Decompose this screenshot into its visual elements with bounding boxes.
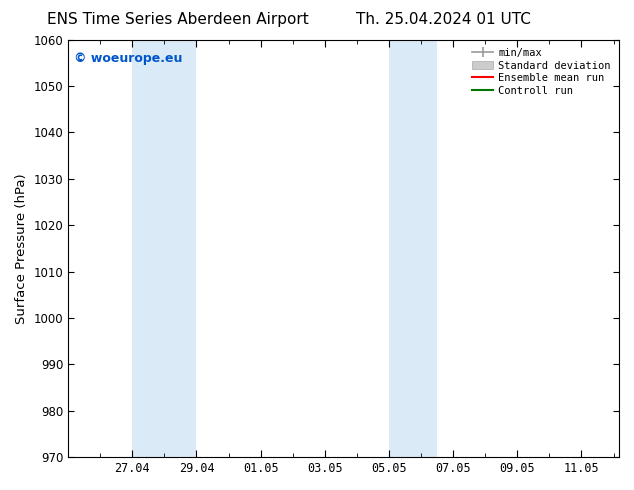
Bar [133,40,197,457]
Legend: min/max, Standard deviation, Ensemble mean run, Controll run: min/max, Standard deviation, Ensemble me… [469,45,614,99]
Text: © woeurope.eu: © woeurope.eu [74,52,182,65]
Text: Th. 25.04.2024 01 UTC: Th. 25.04.2024 01 UTC [356,12,531,27]
Text: ENS Time Series Aberdeen Airport: ENS Time Series Aberdeen Airport [47,12,308,27]
Y-axis label: Surface Pressure (hPa): Surface Pressure (hPa) [15,173,28,324]
Bar [389,40,437,457]
